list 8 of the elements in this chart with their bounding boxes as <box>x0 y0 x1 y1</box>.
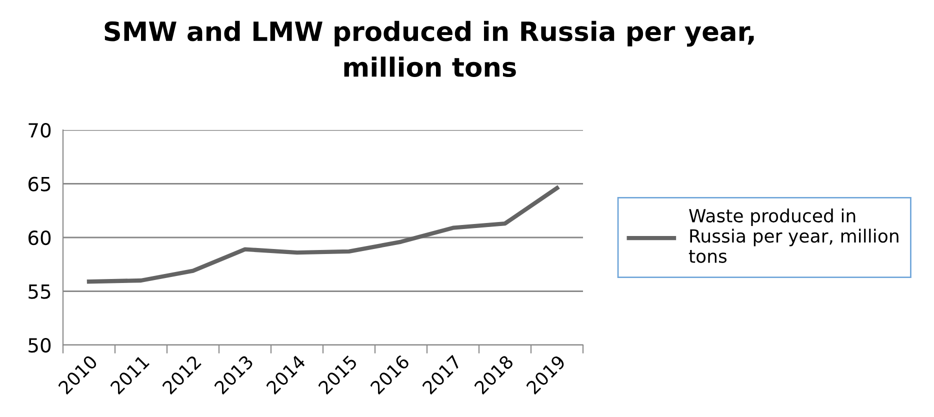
y-tick-label: 50 <box>28 338 51 353</box>
y-tick-label: 55 <box>28 284 50 299</box>
legend-label: Waste produced in Russia per year, million tons <box>688 208 898 263</box>
line-series <box>86 186 560 284</box>
y-tick-label: 60 <box>28 230 51 246</box>
chart-title: SMW and LMW produced in Russia per year, million tons <box>104 20 754 78</box>
y-tick-label: 65 <box>28 176 50 192</box>
y-tick-label: 70 <box>28 122 51 138</box>
